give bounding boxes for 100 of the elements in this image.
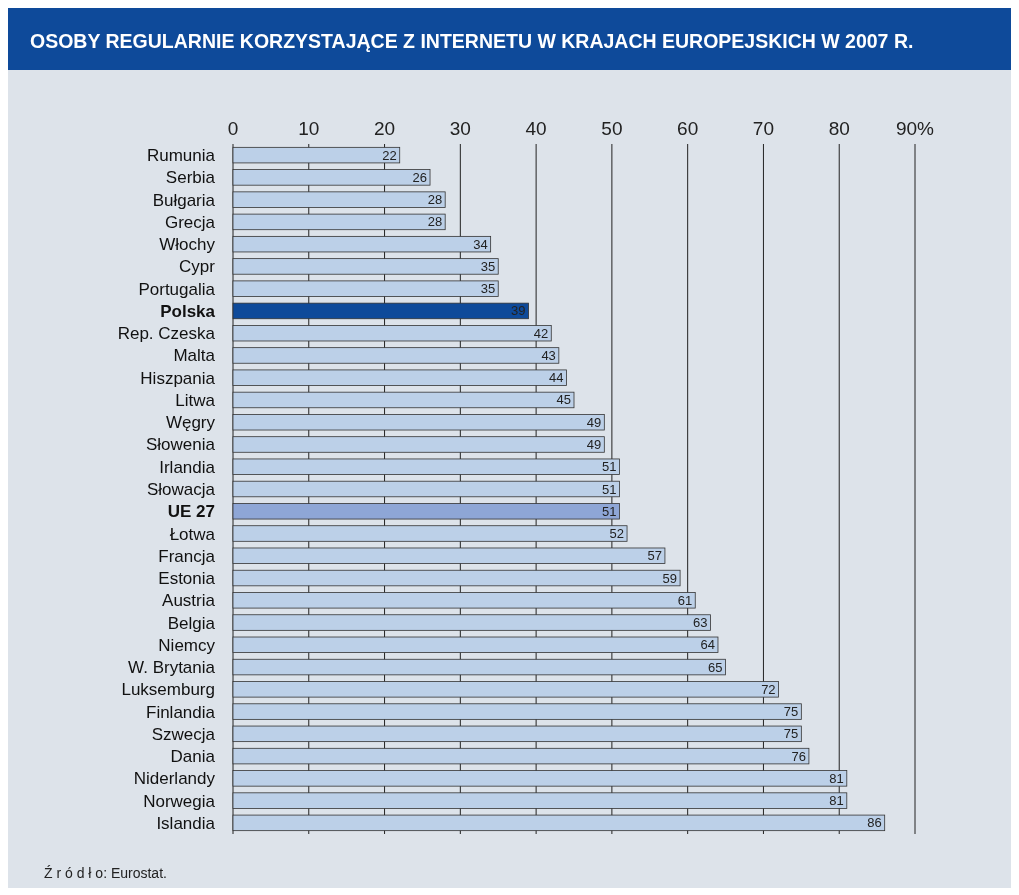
y-tick-label: Irlandia — [159, 457, 216, 477]
x-tick-label: 70 — [752, 118, 775, 139]
y-tick-label: Hiszpania — [140, 368, 216, 388]
data-label: 42 — [533, 325, 549, 341]
data-label: 61 — [677, 592, 693, 608]
data-label: 51 — [602, 459, 617, 475]
bar — [232, 347, 560, 364]
y-tick-label: Słowenia — [146, 435, 216, 455]
data-label: 28 — [427, 192, 443, 208]
y-tick-label: Luksemburg — [121, 680, 215, 700]
bar — [232, 681, 779, 698]
y-tick-label: Słowacja — [146, 480, 216, 499]
data-label: 59 — [662, 570, 678, 586]
bar — [232, 636, 719, 653]
data-label: 43 — [541, 347, 556, 363]
data-label: 57 — [647, 548, 662, 564]
data-label: 35 — [480, 281, 496, 297]
bar — [232, 614, 711, 631]
data-label: 26 — [412, 169, 428, 185]
bar — [232, 302, 529, 320]
bar — [232, 703, 802, 720]
x-tick-label: 80 — [828, 118, 850, 139]
x-tick-label: 20 — [373, 118, 396, 139]
bar — [232, 725, 802, 743]
y-tick-label: Niemcy — [158, 635, 216, 655]
y-tick-label: Norwegia — [143, 791, 216, 811]
y-tick-label: Islandia — [156, 813, 216, 833]
y-tick-label: Litwa — [175, 390, 216, 410]
bar — [232, 525, 628, 542]
data-label: 39 — [511, 303, 526, 319]
data-label: 81 — [829, 770, 844, 786]
data-label: 72 — [761, 681, 776, 697]
data-label: 49 — [586, 436, 602, 452]
y-tick-label: Włochy — [159, 235, 216, 255]
data-label: 45 — [556, 392, 571, 408]
data-label: 86 — [867, 815, 882, 831]
data-label: 35 — [480, 258, 496, 274]
bar — [232, 280, 499, 297]
data-label: 44 — [548, 370, 564, 386]
bar — [232, 569, 681, 587]
data-label: 28 — [427, 214, 443, 230]
y-tick-label: Dania — [170, 747, 216, 767]
data-label: 64 — [700, 637, 715, 653]
y-tick-label: Finlandia — [146, 702, 216, 722]
data-label: 22 — [382, 147, 397, 163]
bar — [232, 592, 696, 609]
y-tick-label: Polska — [160, 301, 216, 321]
bar — [232, 146, 401, 164]
text: Ź r ó d ł o: Eurostat. — [44, 865, 167, 881]
bar — [232, 480, 620, 498]
y-tick-label: W. Brytania — [128, 658, 216, 678]
bar — [232, 258, 499, 275]
bar — [232, 658, 726, 676]
bar — [232, 436, 605, 453]
y-tick-label: UE 27 — [167, 502, 215, 522]
x-tick-label: 60 — [677, 118, 699, 139]
y-tick-label: Cypr — [179, 257, 216, 277]
y-tick-label: Niderlandy — [133, 769, 216, 789]
y-tick-label: Szwecja — [151, 724, 216, 744]
x-tick-label: 0 — [227, 118, 239, 139]
data-label: 51 — [602, 481, 617, 497]
y-tick-label: Belgia — [167, 613, 216, 633]
bar — [232, 169, 431, 186]
data-label: 49 — [586, 414, 602, 430]
x-tick-label: 90% — [895, 118, 935, 139]
bar — [232, 235, 492, 253]
data-label: 51 — [602, 503, 617, 519]
bar — [232, 547, 666, 564]
data-label: 76 — [791, 748, 806, 764]
x-tick-label: 50 — [601, 118, 623, 139]
y-tick-label: Grecja — [164, 212, 216, 232]
bar — [232, 792, 848, 809]
data-label: 34 — [473, 236, 488, 252]
y-tick-label: Francja — [158, 546, 216, 566]
y-tick-label: Węgry — [165, 413, 216, 433]
bar — [232, 503, 620, 520]
y-tick-label: Estonia — [158, 569, 216, 589]
bar — [232, 325, 552, 342]
y-tick-label: Łotwa — [169, 524, 216, 544]
y-tick-label: Rumunia — [146, 146, 216, 166]
y-tick-label: Portugalia — [138, 279, 216, 299]
y-tick-label: Austria — [162, 591, 216, 611]
y-tick-label: Malta — [173, 346, 216, 366]
bar — [232, 369, 567, 386]
x-tick-label: 40 — [525, 118, 547, 139]
x-tick-label: 30 — [449, 118, 471, 139]
bar — [232, 458, 620, 475]
data-label: 81 — [829, 793, 844, 809]
chart-title: OSOBY REGULARNIE KORZYSTAJĄCE Z INTERNETU W KRAJACH EUROPEJSKICH W 2007 R. — [30, 30, 914, 52]
data-label: 65 — [708, 659, 723, 675]
y-tick-label: Bułgaria — [152, 190, 216, 210]
y-tick-label: Serbia — [165, 168, 216, 188]
bar — [232, 814, 886, 832]
bar — [232, 191, 446, 208]
bar — [232, 770, 848, 787]
data-label: 75 — [783, 726, 799, 742]
data-label: 52 — [609, 526, 625, 542]
x-tick-label: 10 — [298, 118, 320, 139]
data-label: 63 — [692, 615, 708, 631]
y-tick-label: Rep. Czeska — [117, 324, 216, 344]
